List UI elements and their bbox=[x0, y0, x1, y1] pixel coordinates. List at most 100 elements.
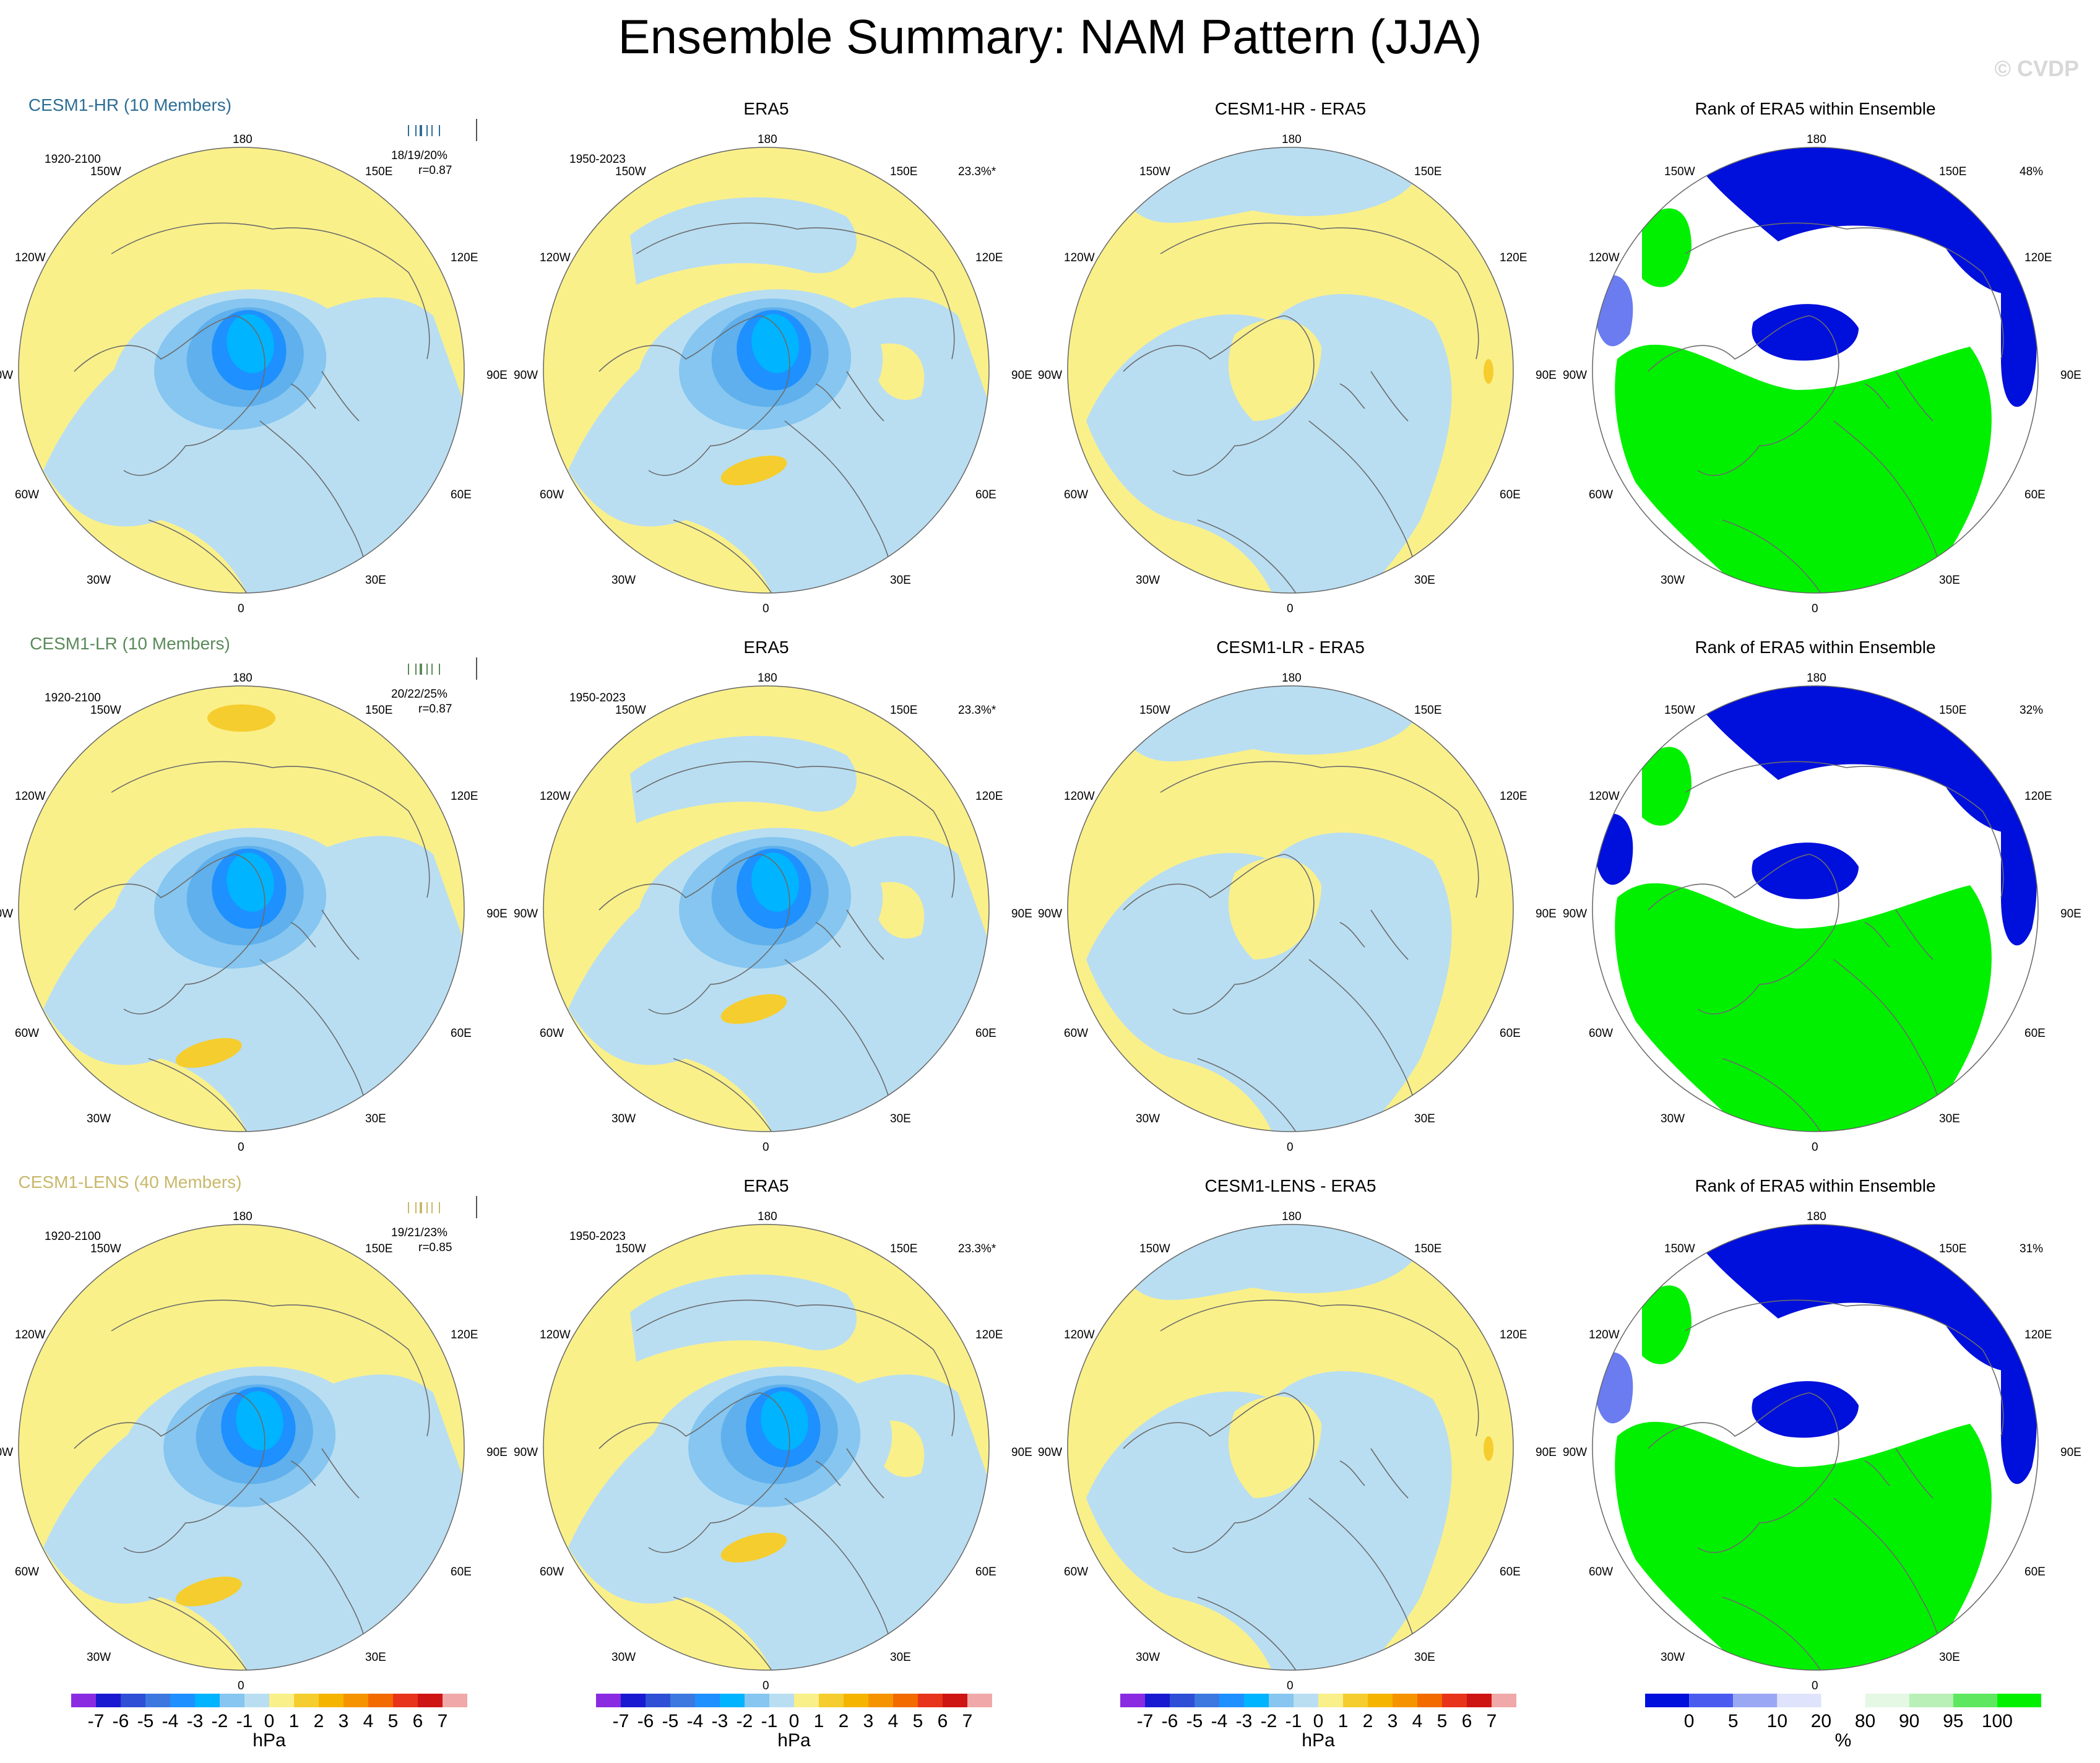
colorbar-obs-swatch bbox=[745, 1694, 769, 1707]
geo-label-top: 180 bbox=[233, 133, 253, 146]
rank-low-arctic bbox=[1752, 1381, 1859, 1438]
geo-label-e60: 60E bbox=[1500, 488, 1521, 501]
map-field bbox=[543, 1224, 989, 1670]
panel-model-row2: CESM1-LR (10 Members) 180 0 150W 150E 120W 120… bbox=[0, 634, 508, 1170]
panel-obs-row3: ERA5 180 0 150W 150E 120W 120E 90W 90E 60W 60E 30W 3… bbox=[514, 1176, 1032, 1709]
coastline-greenland bbox=[74, 854, 266, 1015]
cvdp-watermark: © CVDP bbox=[1994, 56, 2079, 81]
colorbar-model-swatch bbox=[368, 1694, 393, 1707]
colorbar-model-swatch bbox=[71, 1694, 96, 1707]
coastline-atlantic bbox=[673, 519, 773, 593]
colorbar-rank-tick-label: 80 bbox=[1855, 1711, 1875, 1731]
polar-map-rank bbox=[1592, 685, 2039, 1132]
geo-label-e150: 150E bbox=[1939, 704, 1967, 717]
geo-label-w90: 90W bbox=[1563, 907, 1588, 920]
geo-label-w90: 90W bbox=[514, 907, 538, 920]
colorbar-obs-tick-label: 0 bbox=[789, 1711, 800, 1731]
geo-label-e120: 120E bbox=[975, 251, 1003, 264]
coastline-atlantic bbox=[1197, 1058, 1297, 1132]
coastline-greenland bbox=[1648, 854, 1839, 1015]
geo-label-top: 180 bbox=[233, 672, 253, 685]
geo-label-w150: 150W bbox=[615, 704, 646, 717]
variance-stats: 18/19/20% bbox=[391, 149, 447, 162]
polar-map-diff bbox=[1067, 685, 1514, 1132]
colorbar-model-swatch bbox=[269, 1694, 294, 1707]
geo-label-w60: 60W bbox=[540, 1566, 564, 1579]
arctic-low-core bbox=[751, 852, 799, 912]
area-percent: 31% bbox=[2020, 1242, 2044, 1255]
colorbar-model-tick-label: -2 bbox=[212, 1711, 228, 1731]
geo-label-bottom: 0 bbox=[1287, 602, 1294, 615]
variance-explained: 23.3%* bbox=[958, 1242, 996, 1255]
rank-low-arctic bbox=[1752, 304, 1859, 361]
polar-map-obs bbox=[543, 685, 990, 1132]
geo-label-top: 180 bbox=[1282, 1210, 1302, 1223]
map-border bbox=[1592, 147, 2039, 594]
geo-label-w120: 120W bbox=[15, 251, 46, 264]
diff-positive-core bbox=[1229, 1396, 1321, 1498]
map-field bbox=[19, 686, 464, 1132]
colorbar-obs-swatch bbox=[769, 1694, 794, 1707]
colorbar-obs: -7 -6 -5 -4 -3 -2 -1 0 1 2 3 4 5 6 7 hPa bbox=[553, 1690, 1035, 1758]
colorbar-model-swatch bbox=[244, 1694, 269, 1707]
geo-label-w30: 30W bbox=[1661, 1651, 1685, 1664]
coastline-atlantic bbox=[1722, 1596, 1822, 1670]
geo-label-top: 180 bbox=[758, 1210, 777, 1223]
coastline-atlantic bbox=[148, 1596, 248, 1670]
polar-map-diff bbox=[1067, 1224, 1514, 1671]
panel-title: CESM1-HR (10 Members) bbox=[28, 95, 232, 115]
geo-label-w150: 150W bbox=[1139, 165, 1170, 178]
geo-label-e90: 90E bbox=[1011, 369, 1032, 382]
colorbar-diff-swatch bbox=[1442, 1694, 1467, 1707]
geo-label-e90: 90E bbox=[2060, 369, 2081, 382]
colorbar-obs-tick-label: 6 bbox=[938, 1711, 948, 1731]
geo-label-w60: 60W bbox=[1064, 1566, 1089, 1579]
colorbar-obs-swatch bbox=[868, 1694, 893, 1707]
variance-boxplot-icon bbox=[408, 657, 477, 680]
geo-label-e30: 30E bbox=[1939, 574, 1960, 587]
coastline-atlantic bbox=[148, 1058, 248, 1132]
geo-label-e120: 120E bbox=[451, 251, 478, 264]
geo-label-e120: 120E bbox=[975, 1328, 1003, 1341]
geo-label-w120: 120W bbox=[1589, 251, 1620, 264]
panel-title: CESM1-LENS (40 Members) bbox=[18, 1172, 242, 1192]
colorbar-rank-swatch bbox=[1733, 1694, 1778, 1707]
colorbar-diff-swatch bbox=[1417, 1694, 1442, 1707]
colorbar-obs-tick-label: 4 bbox=[888, 1711, 899, 1731]
colorbar-model-tick-label: -1 bbox=[236, 1711, 253, 1731]
rank-high-west bbox=[1642, 1285, 1692, 1364]
colorbar-model-unit: hPa bbox=[253, 1730, 286, 1751]
colorbar-diff-swatch bbox=[1343, 1694, 1368, 1707]
map-field bbox=[1592, 147, 2038, 593]
arctic-low-core bbox=[236, 1391, 283, 1450]
colorbar-obs-swatches: -7 -6 -5 -4 -3 -2 -1 0 1 2 3 4 5 6 7 bbox=[596, 1694, 992, 1731]
geo-label-bottom: 0 bbox=[1812, 1141, 1818, 1154]
colorbar-diff-tick-label: 1 bbox=[1338, 1711, 1349, 1731]
colorbar-rank-swatch bbox=[1777, 1694, 1821, 1707]
colorbar-model-swatch bbox=[443, 1694, 467, 1707]
colorbar-diff-tick-label: 2 bbox=[1363, 1711, 1373, 1731]
colorbar-obs-tick-label: -1 bbox=[761, 1711, 778, 1731]
coastline-siberia bbox=[1160, 222, 1479, 360]
geo-label-w90: 90W bbox=[1038, 1446, 1063, 1459]
coastline-siberia bbox=[111, 1299, 430, 1437]
colorbar-rank-tick-label: 0 bbox=[1684, 1711, 1695, 1731]
geo-label-e30: 30E bbox=[890, 574, 911, 587]
coastline-atlantic bbox=[1722, 1058, 1822, 1132]
coastline-greenland bbox=[74, 1392, 266, 1553]
geo-label-w30: 30W bbox=[87, 1112, 111, 1125]
map-field bbox=[1068, 147, 1513, 593]
pattern-correlation: r=0.85 bbox=[418, 1241, 452, 1254]
rank-low-arctic bbox=[1752, 843, 1859, 899]
variance-explained: 23.3%* bbox=[958, 704, 996, 717]
colorbar-diff-unit: hPa bbox=[1302, 1730, 1335, 1751]
colorbar-obs-swatch bbox=[646, 1694, 670, 1707]
diff-negative-south bbox=[1086, 294, 1452, 593]
variance-boxplot-icon bbox=[408, 1196, 477, 1218]
colorbar-diff-swatch bbox=[1244, 1694, 1269, 1707]
colorbar-diff-swatch bbox=[1195, 1694, 1219, 1707]
colorbar-model-tick-label: -3 bbox=[187, 1711, 204, 1731]
map-border bbox=[1592, 1224, 2039, 1671]
geo-label-bottom: 0 bbox=[1287, 1141, 1294, 1154]
coastline-scandinavia bbox=[290, 1448, 360, 1499]
